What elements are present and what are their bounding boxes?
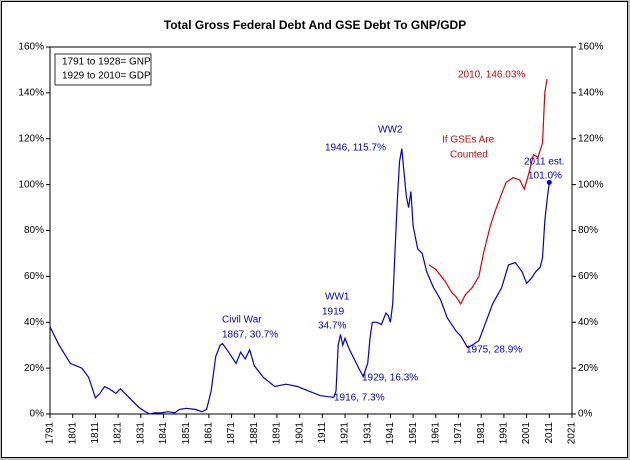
x-tick-label: 1861 [204,422,215,445]
plot-area [49,46,573,415]
y2-tick-label: 20% [578,363,598,374]
y-tick-label: 40% [24,317,44,328]
y-tick-label: 20% [24,363,44,374]
y2-tick-label: 60% [578,271,598,282]
annotation: 1916, 7.3% [334,393,385,404]
annotation: 1867, 30.7% [222,330,278,341]
x-tick-label: 1921 [340,422,351,445]
y-tick-label: 80% [24,225,44,236]
x-tick-label: 1941 [385,422,396,445]
y2-tick-label: 120% [578,133,604,144]
x-tick-label: 1811 [90,422,101,444]
annotation: WW1 [325,292,350,303]
annotation: 1929, 16.3% [362,373,418,384]
y2-tick-label: 0% [578,409,593,420]
annotation: 1975, 28.9% [466,345,522,356]
annotation: 2011 est. [524,157,564,168]
y-tick-label: 140% [18,88,44,99]
x-tick-label: 2021 [567,422,578,445]
y2-tick-label: 140% [578,88,604,99]
annotation: Counted [450,150,488,161]
x-tick-label: 1991 [499,422,510,445]
annotation: 1929 to 2010= GDP [62,71,151,82]
x-tick-label: 1951 [408,422,419,445]
y-tick-label: 0% [30,409,45,420]
x-tick-label: 1961 [430,422,441,445]
annotation: 1791 to 1928= GNP [62,57,151,68]
point-marker [546,179,552,185]
x-tick-label: 1851 [181,422,192,445]
y2-tick-label: 40% [578,317,598,328]
annotation: 1919 [322,307,345,318]
y-tick-label: 160% [18,42,44,53]
note-box [54,53,152,86]
annotation: 2010, 146.03% [458,70,525,81]
y2-tick-label: 100% [578,179,604,190]
x-tick-label: 1791 [45,422,56,445]
x-tick-label: 2011 [544,422,555,444]
x-tick-label: 1901 [294,422,305,445]
x-tick-label: 1801 [67,422,78,445]
x-tick-label: 1821 [113,422,124,445]
x-tick-label: 1981 [476,422,487,445]
annotation: 101.0% [528,171,562,182]
annotation: 34.7% [318,321,346,332]
x-tick-label: 1871 [226,422,237,445]
line [49,148,550,415]
annotation: If GSEs Are [442,135,495,146]
y-tick-label: 120% [18,133,44,144]
line [428,78,548,306]
y2-tick-label: 160% [578,42,604,53]
annotation: 1946, 115.7% [325,143,386,154]
x-tick-label: 1971 [453,422,464,445]
x-tick-label: 1841 [158,422,169,445]
x-tick-label: 1891 [272,422,283,445]
chart-title: Total Gross Federal Debt And GSE Debt To… [164,18,466,32]
annotation: Civil War [222,315,262,326]
x-tick-label: 1831 [135,422,146,445]
x-tick-label: 2001 [521,422,532,445]
annotation: WW2 [378,125,403,136]
y2-tick-label: 80% [578,225,598,236]
y-tick-label: 60% [24,271,44,282]
x-tick-label: 1881 [249,422,260,445]
x-tick-label: 1911 [317,422,328,444]
x-tick-label: 1931 [362,422,373,445]
y-tick-label: 100% [18,179,44,190]
